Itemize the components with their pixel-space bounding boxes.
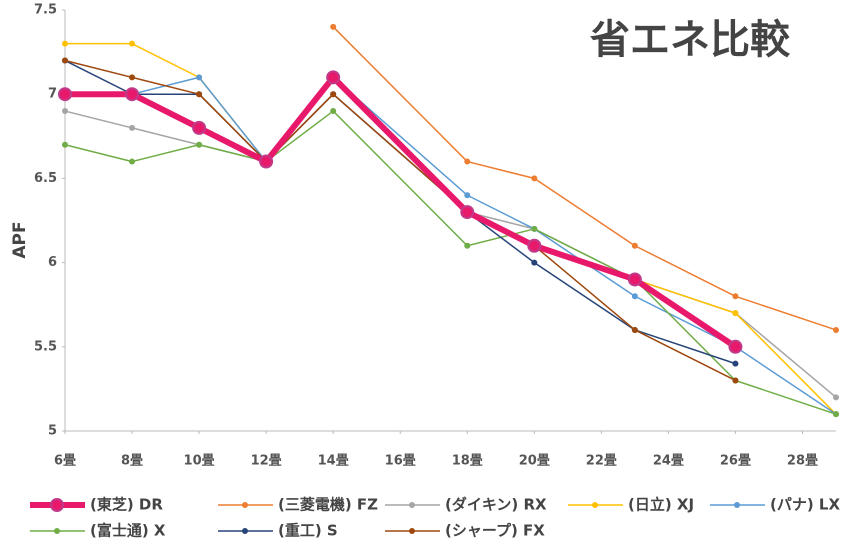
series-line <box>64 76 837 398</box>
data-point <box>196 91 203 98</box>
data-point <box>129 40 136 47</box>
data-point <box>531 259 538 266</box>
data-point <box>833 326 839 333</box>
data-point <box>531 175 538 182</box>
data-point <box>62 108 68 115</box>
y-tick-label: 7.5 <box>34 3 57 18</box>
legend-label: (シャープ) FX <box>445 522 545 540</box>
data-point <box>833 394 839 401</box>
legend-marker <box>409 502 415 508</box>
data-point <box>62 57 68 64</box>
series-line <box>65 74 738 350</box>
series-line <box>332 26 837 331</box>
data-point <box>732 310 739 317</box>
legend-label: (富士通) X <box>90 522 166 540</box>
legend-label: (日立) XJ <box>628 496 694 514</box>
data-point <box>627 272 642 287</box>
data-point <box>129 158 136 165</box>
legend-marker <box>54 528 60 534</box>
data-point <box>330 23 337 30</box>
data-point <box>330 91 337 98</box>
x-tick-label: 8畳 <box>121 454 143 469</box>
y-tick-label: 5.5 <box>34 339 57 354</box>
data-point <box>732 293 739 300</box>
x-tick-label: 26畳 <box>720 454 751 469</box>
data-point <box>129 124 136 131</box>
data-point <box>192 120 207 135</box>
data-point <box>460 205 475 220</box>
x-tick-label: 6畳 <box>54 454 76 469</box>
data-point <box>631 242 638 249</box>
data-point <box>326 70 341 85</box>
data-point <box>196 74 203 81</box>
legend-marker <box>242 528 248 534</box>
data-point <box>259 154 274 169</box>
data-point <box>464 158 471 165</box>
data-point <box>631 326 638 333</box>
data-point <box>728 339 743 354</box>
data-point <box>631 293 638 300</box>
data-point <box>527 238 542 253</box>
data-point <box>464 242 471 249</box>
data-point <box>330 108 337 115</box>
x-tick-label: 24畳 <box>653 454 684 469</box>
data-point <box>58 87 72 102</box>
y-tick-label: 6.5 <box>34 171 57 186</box>
legend-marker <box>592 502 598 508</box>
data-point <box>833 411 839 418</box>
series-line <box>64 59 736 365</box>
y-tick-label: 7 <box>48 87 57 102</box>
data-point <box>464 192 471 199</box>
series-line <box>64 110 837 415</box>
legend-label: (東芝) DR <box>90 496 163 514</box>
legend-label: (ダイキン) RX <box>445 496 547 514</box>
data-point <box>125 87 140 102</box>
chart-title: 省エネ比較 <box>590 17 791 63</box>
x-tick-label: 16畳 <box>385 454 416 469</box>
legend-marker <box>50 498 64 512</box>
data-point <box>129 74 136 81</box>
series-line <box>65 76 837 415</box>
legend-label: (三菱電機) FZ <box>278 496 378 514</box>
x-tick-label: 12畳 <box>251 454 282 469</box>
data-point <box>62 141 68 148</box>
legend-marker <box>734 502 740 508</box>
x-tick-label: 10畳 <box>184 454 215 469</box>
x-tick-label: 20畳 <box>519 454 550 469</box>
data-point <box>196 141 203 148</box>
data-point <box>531 225 538 232</box>
data-point <box>732 360 739 367</box>
x-tick-label: 14畳 <box>318 454 349 469</box>
data-point <box>732 377 739 384</box>
legend-label: (重工) S <box>278 522 338 540</box>
x-tick-label: 22畳 <box>586 454 617 469</box>
y-axis-label: APF <box>10 221 30 258</box>
legend-marker <box>242 502 248 508</box>
legend-marker <box>409 528 415 534</box>
legend-label: (パナ) LX <box>770 496 840 514</box>
y-tick-label: 5 <box>48 424 57 439</box>
data-point <box>62 40 68 47</box>
x-tick-label: 28畳 <box>787 454 818 469</box>
y-tick-label: 6 <box>48 255 57 270</box>
x-tick-label: 18畳 <box>452 454 483 469</box>
